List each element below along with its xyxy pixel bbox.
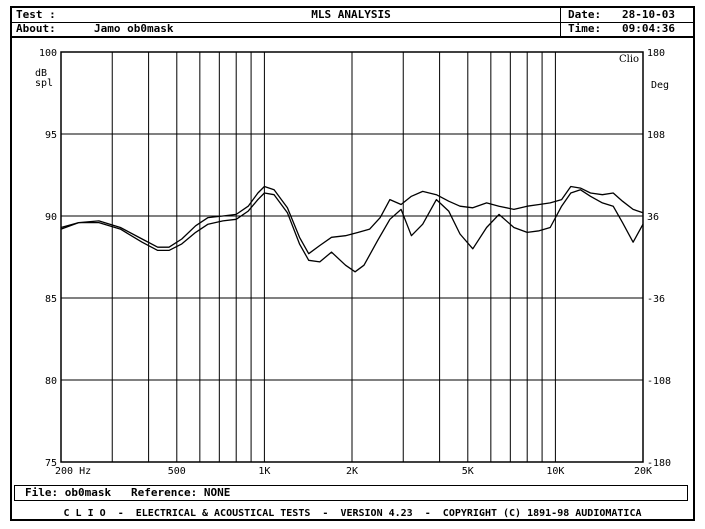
series-line-2 [60, 189, 644, 273]
x-tick-label: 5K [462, 466, 474, 477]
x-tick-label: 200 Hz [55, 466, 91, 477]
y-tick-label: 80 [45, 376, 57, 387]
y-tick-label: 95 [45, 130, 57, 141]
date-label: Date: [568, 8, 602, 21]
reference-value: NONE [203, 486, 231, 499]
about-label: About: [16, 22, 56, 35]
file-info-bar: File: ob0mask Reference: NONE [14, 485, 688, 501]
y2-tick-label: 36 [647, 212, 659, 223]
x-tick-label: 10K [546, 466, 564, 477]
about-value: Jamo ob0mask [94, 22, 174, 35]
y-axis-label-line-1: dB [35, 68, 47, 79]
analysis-title: MLS ANALYSIS [311, 8, 391, 21]
y2-tick-label: 108 [647, 130, 665, 141]
series-line-1 [60, 185, 644, 255]
header-divider [560, 8, 561, 38]
x-tick-label: 2K [346, 466, 358, 477]
chart-grid [61, 52, 643, 462]
reference-label: Reference: [130, 486, 198, 499]
x-tick-label: 20K [634, 466, 652, 477]
clio-window: Test : MLS ANALYSIS Date: 28-10-03 About… [10, 6, 695, 521]
clio-logo: Clio [619, 54, 639, 65]
clio-banner: C L I O - ELECTRICAL & ACOUSTICAL TESTS … [63, 508, 642, 519]
header-row-2: About: Jamo ob0mask Time: 09:04:36 [12, 22, 693, 38]
header-row-1: Test : MLS ANALYSIS Date: 28-10-03 [12, 8, 693, 23]
test-label: Test : [16, 8, 56, 21]
chart-series [60, 185, 644, 273]
time-label: Time: [568, 22, 602, 35]
y-tick-label: 85 [45, 294, 57, 305]
y2-tick-label: -36 [647, 294, 665, 305]
file-value: ob0mask [64, 486, 112, 499]
y-tick-label: 90 [45, 212, 57, 223]
y2-tick-label: -180 [647, 458, 671, 469]
plot-area-border [60, 51, 644, 463]
time-value: 09:04:36 [622, 22, 675, 35]
chart-tick-labels: 75 80 85 90 95 100 -180 -108 -36 36 108 180 200 Hz 50… [39, 48, 671, 477]
y-axis-label-line-2: spl [35, 78, 53, 89]
x-tick-label: 1K [258, 466, 270, 477]
x-tick-label: 500 [168, 466, 186, 477]
y2-axis-label: Deg [651, 80, 669, 91]
y2-tick-label: 180 [647, 48, 665, 59]
y-tick-label: 100 [39, 48, 57, 59]
file-label: File: [25, 486, 59, 499]
y-tick-label: 75 [45, 458, 57, 469]
date-value: 28-10-03 [622, 8, 675, 21]
y2-tick-label: -108 [647, 376, 671, 387]
